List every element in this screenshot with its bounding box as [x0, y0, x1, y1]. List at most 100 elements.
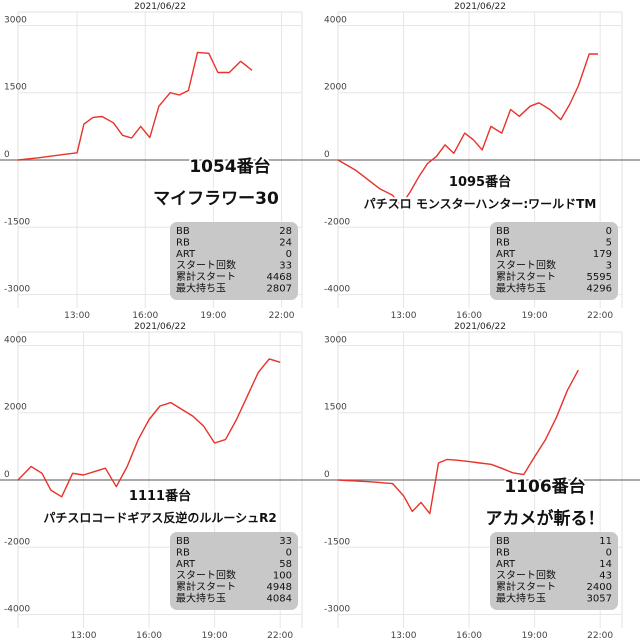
series-line [337, 53, 598, 207]
y-tick-label: 3000 [324, 335, 347, 345]
series-line [17, 358, 281, 498]
stat-value: 14 [599, 559, 612, 570]
machine-number-title: 1111番台 [129, 488, 191, 504]
x-tick-label: 13:00 [391, 311, 417, 320]
y-tick-label: 1500 [4, 83, 27, 93]
y-tick-label: -1500 [4, 217, 30, 227]
stat-value: 4296 [587, 284, 612, 295]
date-label: 2021/06/22 [134, 2, 186, 12]
stat-value: 58 [279, 559, 292, 570]
x-tick-label: 16:00 [132, 311, 158, 320]
y-tick-label: 0 [324, 470, 330, 480]
x-tick-label: 22:00 [267, 631, 293, 640]
stat-value: 43 [599, 571, 612, 582]
x-tick-label: 22:00 [269, 311, 295, 320]
y-tick-label: -2000 [324, 217, 350, 227]
y-tick-label: 2000 [324, 83, 347, 93]
stat-value: 4084 [267, 594, 292, 605]
stat-label: 累計スタート [176, 580, 236, 593]
y-tick-label: 2000 [4, 403, 27, 413]
stat-label: RB [176, 548, 190, 559]
x-tick-label: 13:00 [71, 631, 97, 640]
machine-name-title: パチスロコードギアス反逆のルルーシュR2 [43, 510, 276, 525]
series-line [17, 51, 253, 161]
stat-value: 179 [593, 249, 612, 260]
stats-box [490, 222, 618, 300]
stat-label: BB [496, 536, 510, 547]
stat-value: 2807 [267, 284, 292, 295]
machine-name-title: アカメが斬る！ [486, 508, 605, 529]
date-label: 2021/06/22 [134, 322, 186, 332]
stat-label: ART [176, 249, 196, 260]
x-tick-label: 19:00 [522, 311, 548, 320]
chart-svg: 2021/06/22 13:00 16:00 19:00 22:00 4000 2000 0 -… [320, 2, 640, 320]
stat-label: スタート回数 [176, 259, 236, 272]
stat-label: ART [176, 559, 196, 570]
chart-svg: 2021/06/22 13:00 16:00 19:00 22:00 4000 2000 0 -… [0, 322, 320, 640]
stat-value: 24 [279, 238, 292, 249]
stat-value: 100 [273, 571, 292, 582]
machine-number-title: 1054番台 [189, 156, 270, 177]
stat-value: 5595 [587, 272, 612, 283]
x-tick-label: 13:00 [64, 311, 90, 320]
x-tick-label: 16:00 [456, 631, 482, 640]
y-tick-label: 4000 [4, 335, 27, 345]
stat-label: スタート回数 [496, 569, 556, 582]
stat-value: 0 [606, 226, 612, 237]
stat-value: 4948 [267, 582, 292, 593]
y-tick-label: 3000 [4, 15, 27, 25]
y-tick-label: -1500 [324, 537, 350, 547]
stats-box [170, 222, 298, 300]
stat-label: BB [176, 226, 190, 237]
chart-svg: 2021/06/22 13:00 16:00 19:00 22:00 3000 1500 0 -… [320, 322, 640, 640]
y-tick-label: -2000 [4, 537, 30, 547]
stats-box [170, 532, 298, 610]
chart-panel-1111: 2021/06/22 13:00 16:00 19:00 22:00 4000 2000 0 -… [0, 320, 320, 640]
stat-label: ART [496, 559, 516, 570]
x-tick-label: 16:00 [456, 311, 482, 320]
stat-label: 累計スタート [176, 270, 236, 283]
y-tick-label: 1500 [324, 403, 347, 413]
stat-label: 累計スタート [496, 270, 556, 283]
stat-value: 11 [599, 536, 612, 547]
x-tick-label: 22:00 [587, 631, 613, 640]
chart-panel-1095: 2021/06/22 13:00 16:00 19:00 22:00 4000 2000 0 -… [320, 0, 640, 320]
stat-label: RB [176, 238, 190, 249]
y-tick-label: 0 [4, 150, 10, 160]
stat-label: RB [496, 548, 510, 559]
chart-panel-1054: 2021/06/22 13:00 16:00 19:00 22:00 3000 1500 0 -… [0, 0, 320, 320]
stat-label: 最大持ち玉 [496, 592, 546, 605]
stat-value: 3 [606, 261, 612, 272]
x-tick-label: 13:00 [391, 631, 417, 640]
stat-label: スタート回数 [496, 259, 556, 272]
stat-label: BB [176, 536, 190, 547]
stat-label: 最大持ち玉 [176, 592, 226, 605]
chart-panel-1106: 2021/06/22 13:00 16:00 19:00 22:00 3000 1500 0 -… [320, 320, 640, 640]
stat-value: 28 [279, 226, 292, 237]
y-tick-label: 4000 [324, 15, 347, 25]
x-tick-label: 19:00 [202, 631, 228, 640]
stat-label: 最大持ち玉 [176, 282, 226, 295]
y-tick-label: -4000 [324, 285, 350, 295]
y-tick-label: 0 [324, 150, 330, 160]
stat-value: 5 [606, 238, 612, 249]
date-label: 2021/06/22 [454, 2, 506, 12]
stat-value: 0 [286, 249, 292, 260]
stat-value: 33 [279, 261, 292, 272]
date-label: 2021/06/22 [454, 322, 506, 332]
chart-svg: 2021/06/22 13:00 16:00 19:00 22:00 3000 1500 0 -… [0, 2, 320, 320]
stat-value: 3057 [587, 594, 612, 605]
y-tick-label: -4000 [4, 605, 30, 615]
y-tick-label: -3000 [324, 605, 350, 615]
stat-value: 2400 [587, 582, 612, 593]
stat-value: 4468 [267, 272, 292, 283]
machine-name-title: マイフラワー30 [153, 189, 279, 209]
stat-value: 0 [606, 548, 612, 559]
series-line [337, 369, 579, 515]
stat-label: 累計スタート [496, 580, 556, 593]
stat-label: スタート回数 [176, 569, 236, 582]
x-tick-label: 19:00 [200, 311, 226, 320]
stat-label: ART [496, 249, 516, 260]
stat-value: 0 [286, 548, 292, 559]
x-tick-label: 16:00 [136, 631, 162, 640]
